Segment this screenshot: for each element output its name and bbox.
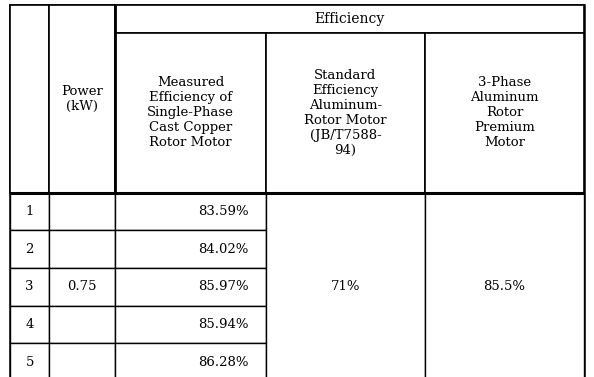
Text: 2: 2 bbox=[26, 243, 34, 256]
Bar bbox=[49, 268, 115, 306]
Bar bbox=[425, 193, 584, 377]
Text: 4: 4 bbox=[26, 318, 34, 331]
Bar bbox=[115, 343, 266, 377]
Bar bbox=[10, 230, 49, 268]
Bar bbox=[115, 193, 266, 230]
Bar bbox=[115, 33, 266, 193]
Text: 3-Phase
Aluminum
Rotor
Premium
Motor: 3-Phase Aluminum Rotor Premium Motor bbox=[470, 76, 539, 149]
Bar bbox=[115, 306, 266, 343]
Bar bbox=[49, 343, 115, 377]
Bar bbox=[10, 306, 49, 343]
Text: 85.94%: 85.94% bbox=[198, 318, 249, 331]
Bar bbox=[49, 306, 115, 343]
Bar bbox=[115, 5, 584, 33]
Text: Measured
Efficiency of
Single-Phase
Cast Copper
Rotor Motor: Measured Efficiency of Single-Phase Cast… bbox=[147, 76, 234, 149]
Bar bbox=[49, 193, 115, 230]
Bar bbox=[49, 230, 115, 268]
Bar bbox=[425, 33, 584, 193]
Text: 0.75: 0.75 bbox=[67, 280, 97, 293]
Text: 83.59%: 83.59% bbox=[198, 205, 249, 218]
Text: 86.28%: 86.28% bbox=[198, 356, 249, 369]
Bar bbox=[10, 5, 49, 193]
Text: 5: 5 bbox=[26, 356, 34, 369]
Bar bbox=[49, 5, 115, 193]
Text: 1: 1 bbox=[26, 205, 34, 218]
Text: Efficiency: Efficiency bbox=[314, 12, 385, 26]
Bar bbox=[10, 193, 49, 230]
Text: 85.97%: 85.97% bbox=[198, 280, 249, 293]
Bar bbox=[10, 268, 49, 306]
Text: 71%: 71% bbox=[331, 280, 360, 293]
Text: 84.02%: 84.02% bbox=[198, 243, 249, 256]
Bar bbox=[115, 230, 266, 268]
Bar bbox=[115, 268, 266, 306]
Bar bbox=[266, 33, 425, 193]
Text: Power
(kW): Power (kW) bbox=[61, 85, 103, 113]
Text: 85.5%: 85.5% bbox=[484, 280, 526, 293]
Text: 3: 3 bbox=[26, 280, 34, 293]
Bar bbox=[10, 343, 49, 377]
Text: Standard
Efficiency
Aluminum-
Rotor Motor
(JB/T7588-
94): Standard Efficiency Aluminum- Rotor Moto… bbox=[304, 69, 387, 157]
Bar bbox=[266, 193, 425, 377]
